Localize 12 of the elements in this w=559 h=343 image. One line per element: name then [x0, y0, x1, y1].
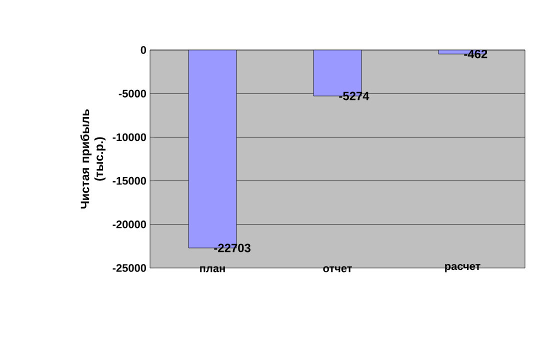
data-label: -462: [464, 50, 488, 58]
y-tick-label: -25000: [112, 264, 146, 272]
data-label: -5274: [339, 92, 370, 100]
y-tick-label: -10000: [112, 133, 146, 142]
y-tick-label: -20000: [112, 220, 146, 228]
y-tick-label: 0: [140, 46, 146, 54]
x-tick-label: план: [200, 266, 225, 272]
y-axis-title: Чистая прибыль (тыс.р.): [80, 109, 106, 208]
x-tick-label: расчет: [445, 264, 480, 272]
y-tick-label: -5000: [118, 90, 146, 98]
x-tick-label: отчет: [323, 266, 352, 272]
y-tick-label: -15000: [112, 176, 146, 185]
